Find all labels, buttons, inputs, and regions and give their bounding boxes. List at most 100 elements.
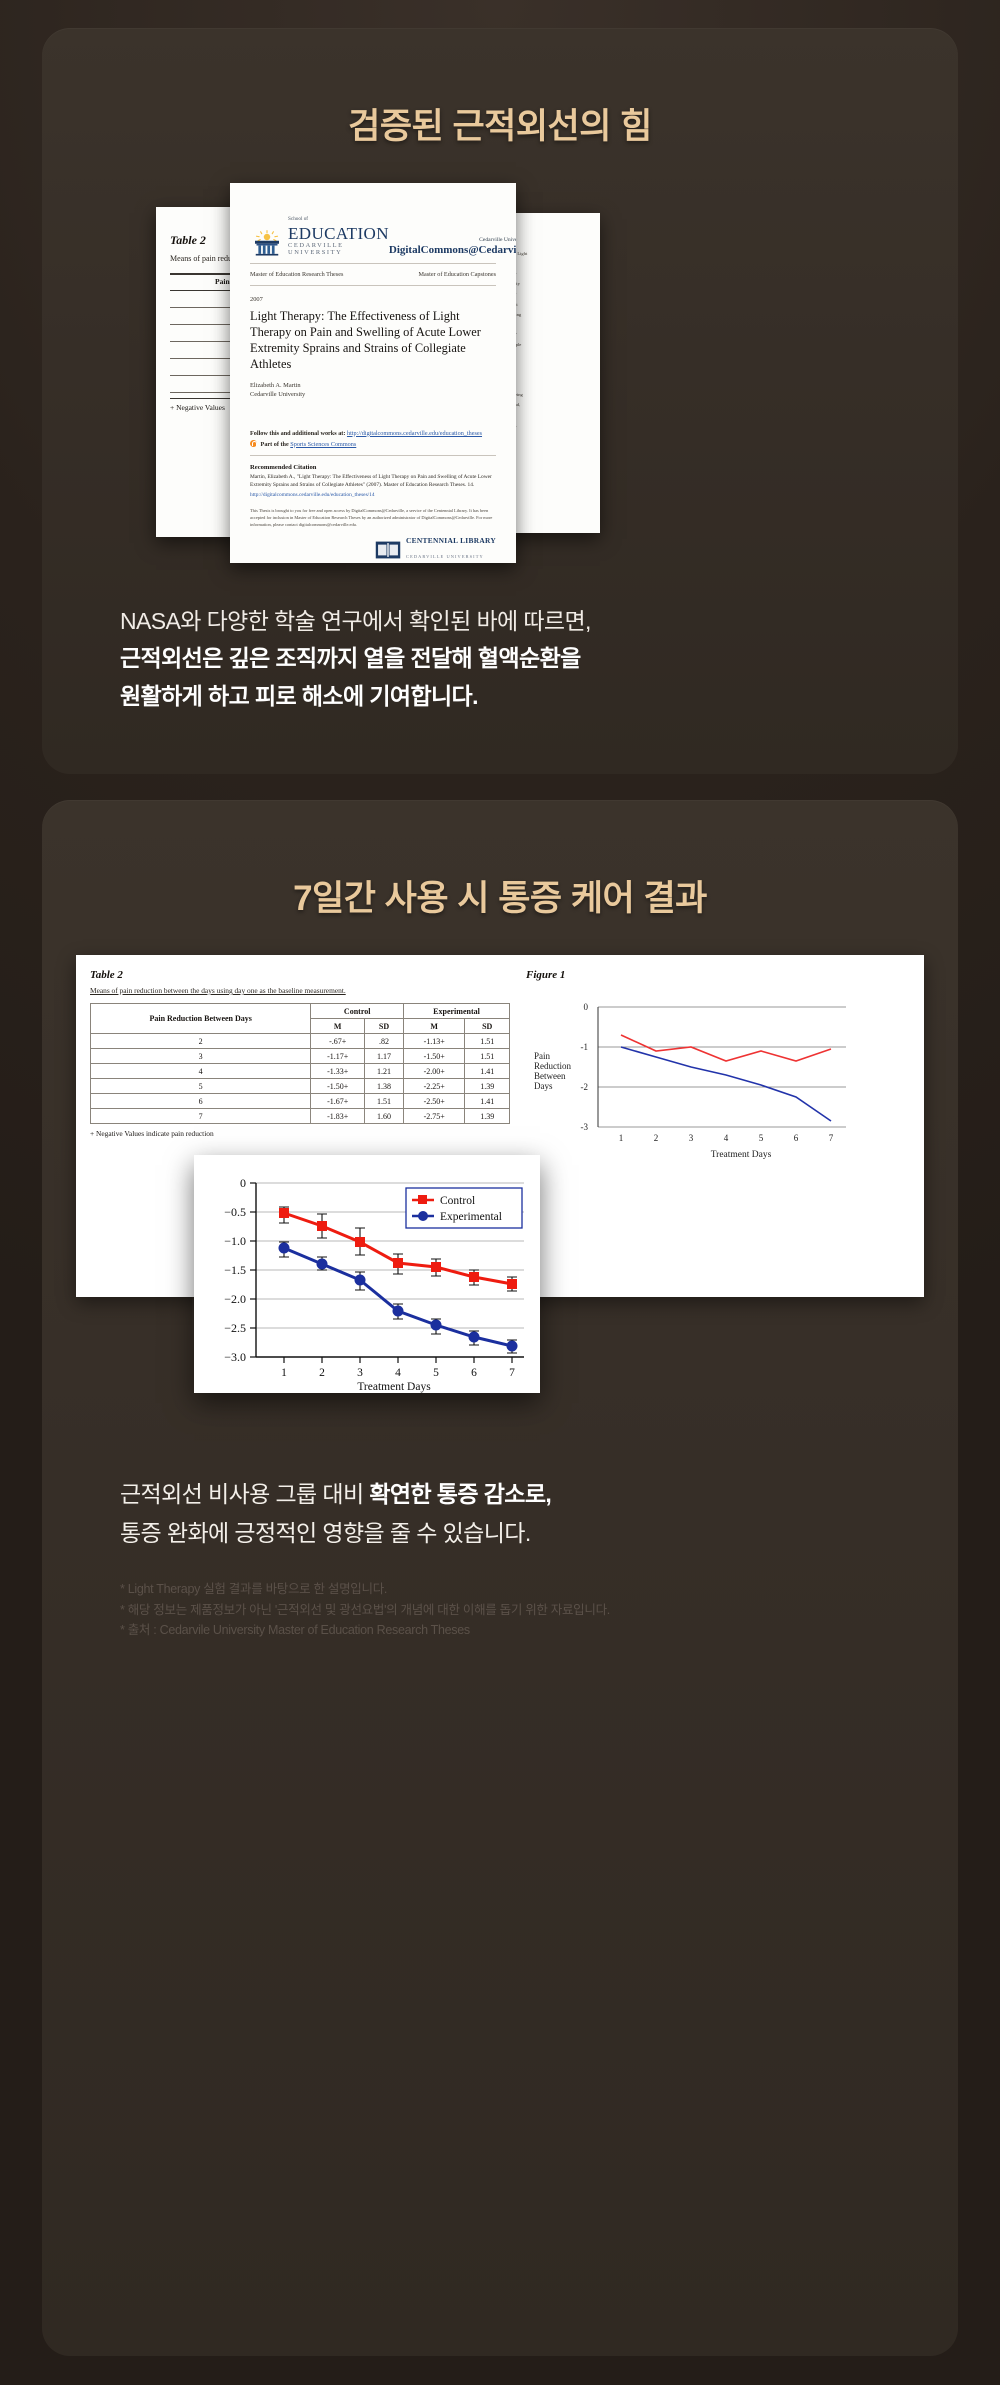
document-thumb-thesis-cover: School of EDUCATION CEDARVILLE UNIVERSIT… <box>230 183 516 563</box>
pain-reduction-chart: 0 −0.5 −1.0 −1.5 −2.0 −2.5 −3.0 <box>194 1155 540 1393</box>
university-label: Cedarville University <box>479 237 516 244</box>
logo-subtitle: CEDARVILLE UNIVERSITY <box>288 242 344 256</box>
pain-reduction-table: Pain Reduction Between Days Control Expe… <box>89 1003 510 1124</box>
legend-label-control: Control <box>440 1195 475 1207</box>
library-name: CENTENNIAL LIBRARY <box>406 536 496 546</box>
section1-title: 검증된 근적외선의 힘 <box>348 107 652 146</box>
doc-left-table-subtitle: Means of pain redu <box>170 254 232 263</box>
document-image-cluster: Table 2 Means of pain redu Pain Reductio… <box>42 173 958 573</box>
th-pain-reduction: Pain Reduction Between Days <box>89 1003 312 1034</box>
svg-text:7: 7 <box>829 1133 834 1143</box>
svg-text:−0.5: −0.5 <box>224 1205 246 1219</box>
svg-text:5: 5 <box>433 1367 439 1379</box>
cell-control-m: -1.50+ <box>310 1078 366 1094</box>
cell-day: 6 <box>89 1093 312 1109</box>
cell-control-m: -1.83+ <box>310 1108 366 1124</box>
legal-note: This Thesis is brought to you for free a… <box>250 507 493 527</box>
cell-control-m: -.67+ <box>310 1033 366 1049</box>
svg-text:6: 6 <box>794 1133 799 1143</box>
th-sd: SD <box>364 1018 405 1034</box>
th-sd: SD <box>464 1018 510 1034</box>
footnote-item: * 해당 정보는 제품정보가 아닌 '근적외선 및 광선요법'의 개념에 대한 … <box>120 1602 610 1617</box>
svg-text:1: 1 <box>281 1367 287 1379</box>
svg-text:−1.5: −1.5 <box>224 1263 246 1277</box>
cell-control-sd: 1.17 <box>364 1048 405 1064</box>
cell-exp-m: -2.25+ <box>403 1078 466 1094</box>
recommended-citation-url[interactable]: http://digitalcommons.cedarville.edu/edu… <box>250 492 375 499</box>
svg-text:2: 2 <box>654 1133 659 1143</box>
sheet-table-caption: Table 2 <box>90 969 123 981</box>
cell-exp-sd: 1.41 <box>464 1063 510 1079</box>
svg-text:5: 5 <box>759 1133 764 1143</box>
cell-day: 5 <box>89 1078 312 1094</box>
section-7day-results: 7일간 사용 시 통증 케어 결과 Table 2 Means of pain … <box>42 800 958 2356</box>
svg-text:-2: -2 <box>581 1082 589 1092</box>
th-experimental: Experimental <box>403 1003 510 1019</box>
cell-control-sd: 1.60 <box>364 1108 405 1124</box>
sheet-table-note: + Negative Values indicate pain reductio… <box>90 1129 214 1138</box>
sheet-mini-chart: Pain Reduction Between Days 0 -1 <box>534 1002 846 1160</box>
centennial-library-mark: CENTENNIAL LIBRARY CEDARVILLE UNIVERSITY <box>250 536 496 563</box>
footnotes: * Light Therapy 실험 결과를 바탕으로 한 설명입니다. * 해… <box>120 1579 958 1641</box>
svg-text:7: 7 <box>509 1367 515 1379</box>
svg-text:−3.0: −3.0 <box>224 1350 246 1364</box>
svg-text:1: 1 <box>619 1133 624 1143</box>
cell-day: 4 <box>89 1063 312 1079</box>
cell-control-m: -1.17+ <box>310 1048 366 1064</box>
sheet-figure-block: Figure 1 Pain Reduction Between Days <box>526 969 910 1174</box>
thesis-year: 2007 <box>250 296 263 303</box>
doc-left-table-caption: Table 2 <box>170 233 206 247</box>
cell-control-sd: 1.38 <box>364 1078 405 1094</box>
svg-text:−2.5: −2.5 <box>224 1321 246 1335</box>
thesis-author: Elizabeth A. Martin <box>250 381 301 389</box>
pillar-sun-icon <box>252 230 282 256</box>
zoomed-chart-card: 0 −0.5 −1.0 −1.5 −2.0 −2.5 −3.0 <box>194 1155 540 1393</box>
chart-xlabel: Treatment Days <box>357 1381 431 1393</box>
divider <box>250 263 496 264</box>
table-row: 2 -.67+ .82 -1.13+ 1.51 <box>89 1033 510 1049</box>
legend-label-experimental: Experimental <box>440 1211 502 1223</box>
divider <box>250 454 496 456</box>
svg-text:-1: -1 <box>581 1042 589 1052</box>
meta-right: Master of Education Capstones <box>418 271 497 278</box>
cell-exp-sd: 1.51 <box>464 1048 510 1064</box>
section2-line2: 통증 완화에 긍정적인 영향을 줄 수 있습니다. <box>120 1520 531 1547</box>
sheet-table-subtitle: Means of pain reduction between the days… <box>90 986 346 995</box>
cell-day: 2 <box>89 1033 312 1049</box>
logo-word: EDUCATION <box>288 224 389 243</box>
part-of-prefix: Part of the <box>260 440 289 448</box>
cell-exp-m: -1.50+ <box>403 1048 466 1064</box>
section1-body-copy: NASA와 다양한 학술 연구에서 확인된 바에 따르면, 근적외선은 깊은 조… <box>120 603 958 715</box>
table-row: 5 -1.50+ 1.38 -2.25+ 1.39 <box>89 1078 510 1094</box>
section1-body-line-2: 근적외선은 깊은 조직까지 열을 전달해 혈액순환을 <box>120 645 581 672</box>
section2-body-copy: 근적외선 비사용 그룹 대비 확연한 통증 감소로, 통증 완화에 긍정적인 영… <box>120 1475 958 1553</box>
meta-left: Master of Education Research Theses <box>250 271 344 278</box>
svg-text:0: 0 <box>584 1002 589 1012</box>
follow-url[interactable]: http://digitalcommons.cedarville.edu/edu… <box>346 429 483 437</box>
svg-text:4: 4 <box>724 1133 729 1143</box>
svg-text:−2.0: −2.0 <box>224 1292 246 1306</box>
thesis-affiliation: Cedarville University <box>250 391 306 399</box>
cell-day: 3 <box>89 1048 312 1064</box>
table-row: 4 -1.33+ 1.21 -2.00+ 1.41 <box>89 1063 510 1079</box>
part-of-link[interactable]: Sports Sciences Commons <box>290 440 357 448</box>
svg-text:4: 4 <box>395 1367 401 1379</box>
section-verified-nir: 검증된 근적외선의 힘 Table 2 Means of pain redu P… <box>42 28 958 774</box>
cell-exp-m: -2.75+ <box>403 1108 466 1124</box>
divider <box>250 285 496 286</box>
svg-text:Days: Days <box>534 1081 553 1091</box>
sheet-figure-caption: Figure 1 <box>526 969 566 981</box>
th-control: Control <box>310 1003 405 1019</box>
library-book-icon <box>375 539 401 561</box>
chart-legend: Control Experimental <box>405 1187 523 1229</box>
section2-line1-b: 확연한 통증 감소로, <box>369 1481 552 1507</box>
svg-text:3: 3 <box>689 1133 694 1143</box>
research-table-block: Table 2 Means of pain reduction between … <box>89 969 510 1138</box>
results-figure-wrap: Table 2 Means of pain reduction between … <box>42 955 958 1435</box>
cell-day: 7 <box>89 1108 312 1124</box>
svg-text:Reduction: Reduction <box>534 1061 571 1071</box>
thesis-title: Light Therapy: The Effectiveness of Ligh… <box>250 309 481 371</box>
footnote-item: * Light Therapy 실험 결과를 바탕으로 한 설명입니다. <box>120 1582 388 1597</box>
cell-exp-m: -2.50+ <box>403 1093 466 1109</box>
